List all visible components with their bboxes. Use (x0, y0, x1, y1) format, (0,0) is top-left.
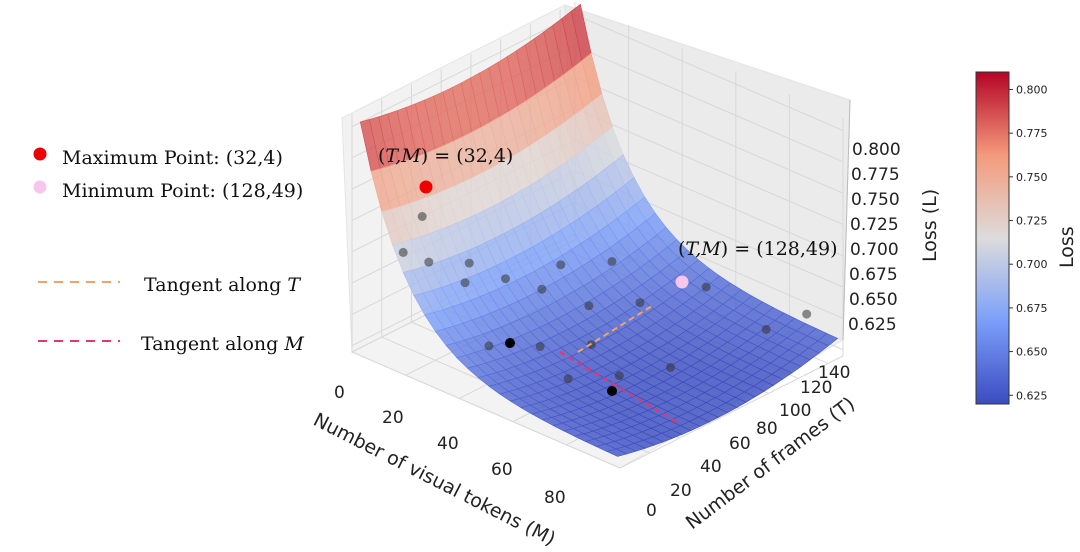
legend-max-label: Maximum Point: (32,4) (62, 147, 283, 169)
projected-point-min (607, 386, 617, 396)
observation-points (398, 212, 812, 384)
observation-point-8 (607, 257, 617, 266)
observation-point-11 (535, 342, 545, 351)
z-tick-5: 0.750 (851, 190, 900, 210)
tangent-m-line (559, 351, 681, 425)
x-axis-label: Number of visual tokens (M) (310, 409, 559, 550)
z-tick-3: 0.700 (850, 240, 899, 260)
surface-patch (606, 448, 628, 457)
max-point-marker (419, 180, 433, 194)
observation-point-12 (635, 298, 645, 308)
observation-point-6 (556, 260, 566, 270)
z-tick-7: 0.800 (852, 140, 901, 160)
y-tick-3: 60 (729, 434, 751, 454)
legend-min-label: Minimum Point: (128,49) (62, 180, 303, 202)
grid-line (574, 14, 844, 131)
min-point-annotation: (T,M) = (128,49) (678, 238, 838, 260)
max-point-annotation: (T,M) = (32,4) (378, 145, 513, 167)
y-tick-0: 0 (646, 501, 657, 521)
legend-min-marker (33, 180, 47, 194)
grid-line (351, 14, 576, 127)
z-tick-1: 0.650 (849, 290, 898, 310)
tangent-t-line (577, 305, 653, 353)
y-tick-4: 80 (756, 419, 778, 439)
y-tick-1: 20 (670, 481, 692, 501)
colorbar-tick-label-0: 0.625 (1016, 389, 1048, 402)
observation-point-14 (701, 282, 711, 292)
z-tick-4: 0.725 (850, 215, 899, 235)
observation-point-15 (563, 374, 573, 384)
observation-point-17 (666, 363, 675, 372)
legend-max-marker (33, 147, 47, 161)
legend: Maximum Point: (32,4) Minimum Point: (12… (33, 147, 304, 355)
y-tick-5: 100 (779, 401, 811, 421)
x-tick-4: 80 (544, 488, 566, 508)
grid-line (574, 76, 844, 194)
observation-point-9 (484, 341, 494, 351)
colorbar: 0.625 0.650 0.675 0.700 0.725 0.750 0.775 0.800… (975, 71, 1078, 405)
observation-point-3 (464, 258, 474, 268)
z-tick-0: 0.625 (848, 315, 897, 335)
colorbar-tick-label-6: 0.775 (1016, 127, 1048, 140)
observation-point-0 (417, 212, 427, 221)
colorbar-tick-label-3: 0.700 (1016, 258, 1048, 271)
colorbar-tick-label-4: 0.725 (1016, 215, 1048, 228)
observation-point-7 (537, 284, 547, 294)
colorbar-gradient (975, 71, 1010, 405)
grid-line (574, 108, 844, 225)
observation-point-4 (460, 278, 470, 288)
z-axis-label: Loss (L) (919, 189, 941, 262)
min-point-marker (675, 275, 689, 289)
y-tick-2: 40 (700, 457, 722, 477)
x-tick-3: 60 (491, 460, 513, 480)
grid-line (619, 355, 844, 469)
y-tick-6: 120 (800, 378, 832, 398)
legend-tangent-m-label: Tangent along M (141, 333, 304, 355)
colorbar-ticks: 0.625 0.650 0.675 0.700 0.725 0.750 0.775 0.800 (1009, 83, 1048, 402)
projected-point-max (505, 338, 515, 348)
colorbar-tick-label-1: 0.650 (1016, 346, 1048, 359)
observation-point-18 (761, 324, 771, 334)
y-tick-7: 140 (818, 363, 850, 383)
z-tick-6: 0.775 (851, 165, 900, 185)
z-axis: 0.625 0.650 0.675 0.700 0.725 0.750 0.77… (842, 99, 941, 341)
x-tick-2: 40 (437, 434, 459, 454)
colorbar-tick-label-7: 0.800 (1016, 83, 1048, 96)
observation-point-19 (802, 309, 812, 319)
x-tick-1: 20 (382, 408, 404, 428)
legend-tangent-t-label: Tangent along T (144, 274, 301, 296)
observation-point-1 (398, 247, 408, 257)
z-tick-2: 0.675 (849, 265, 898, 285)
observation-point-16 (614, 371, 624, 381)
x-tick-0: 0 (334, 383, 345, 403)
loss-surface (359, 3, 839, 457)
colorbar-tick-label-2: 0.675 (1016, 302, 1048, 315)
colorbar-tick-label-5: 0.750 (1016, 171, 1048, 184)
observation-point-5 (501, 274, 510, 284)
colorbar-label: Loss (1056, 226, 1078, 268)
grid-line (574, 45, 844, 163)
observation-point-2 (424, 257, 434, 267)
grid-line (351, 351, 621, 469)
observation-point-10 (584, 301, 594, 311)
